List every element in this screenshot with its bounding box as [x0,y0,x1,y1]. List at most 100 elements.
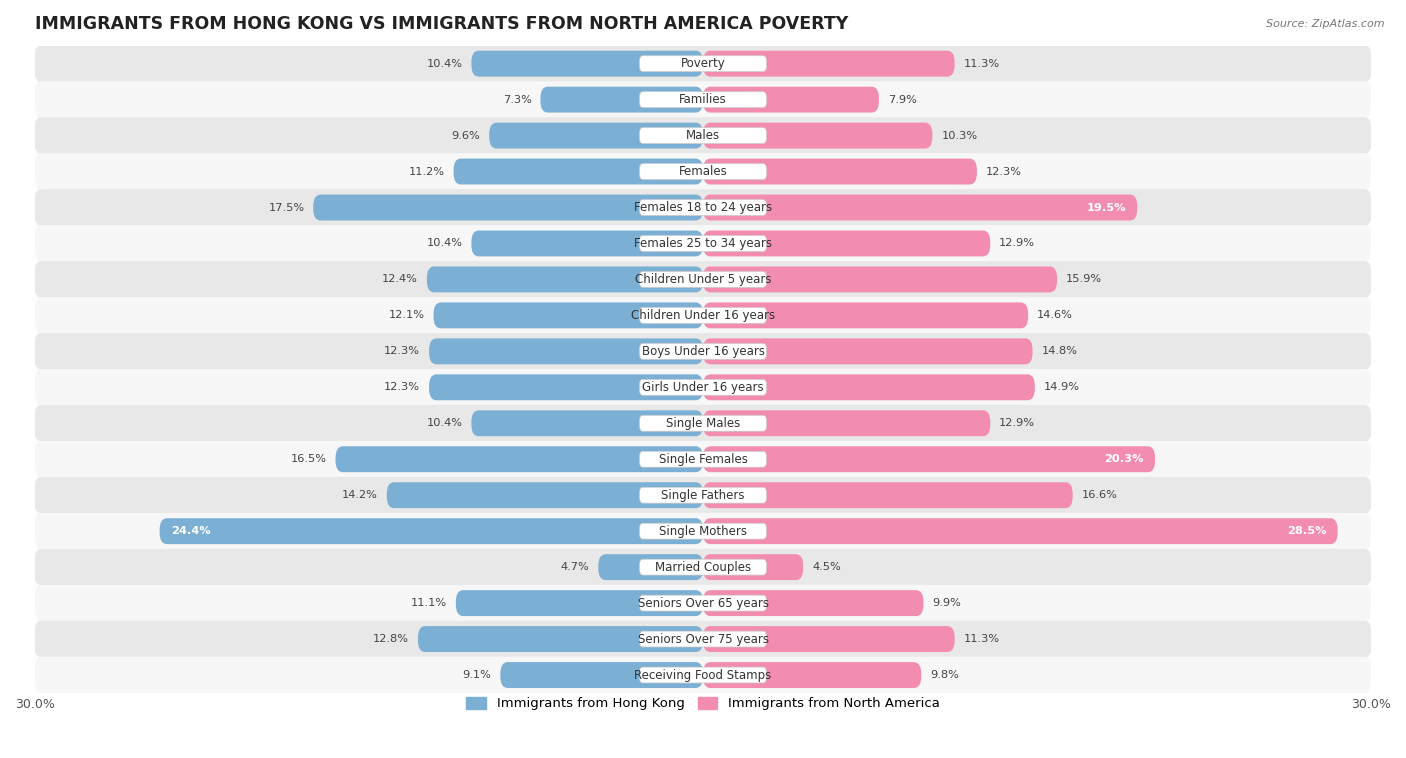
Text: 9.6%: 9.6% [451,130,481,140]
FancyBboxPatch shape [640,343,766,359]
Text: 12.3%: 12.3% [384,346,420,356]
FancyBboxPatch shape [599,554,703,580]
Text: 7.3%: 7.3% [503,95,531,105]
Text: Families: Families [679,93,727,106]
FancyBboxPatch shape [703,662,921,688]
FancyBboxPatch shape [35,297,1371,334]
Text: 7.9%: 7.9% [887,95,917,105]
FancyBboxPatch shape [703,626,955,652]
FancyBboxPatch shape [35,117,1371,154]
FancyBboxPatch shape [35,261,1371,298]
FancyBboxPatch shape [35,477,1371,514]
FancyBboxPatch shape [35,333,1371,370]
FancyBboxPatch shape [703,482,1073,508]
Text: Females: Females [679,165,727,178]
Text: Males: Males [686,129,720,142]
FancyBboxPatch shape [703,158,977,184]
FancyBboxPatch shape [640,199,766,215]
Text: Single Mothers: Single Mothers [659,525,747,537]
FancyBboxPatch shape [703,86,879,112]
FancyBboxPatch shape [501,662,703,688]
FancyBboxPatch shape [429,374,703,400]
FancyBboxPatch shape [640,667,766,683]
FancyBboxPatch shape [703,338,1032,365]
Text: 9.9%: 9.9% [932,598,962,608]
FancyBboxPatch shape [640,559,766,575]
Text: Females 18 to 24 years: Females 18 to 24 years [634,201,772,214]
Text: 12.4%: 12.4% [382,274,418,284]
Text: 14.8%: 14.8% [1042,346,1077,356]
Text: Single Males: Single Males [666,417,740,430]
Text: 10.3%: 10.3% [941,130,977,140]
Text: 12.9%: 12.9% [1000,239,1035,249]
Text: 12.8%: 12.8% [373,634,409,644]
FancyBboxPatch shape [160,518,703,544]
FancyBboxPatch shape [640,631,766,647]
Text: 20.3%: 20.3% [1105,454,1144,464]
Text: 12.9%: 12.9% [1000,418,1035,428]
FancyBboxPatch shape [703,123,932,149]
Text: 4.7%: 4.7% [561,562,589,572]
FancyBboxPatch shape [35,81,1371,118]
FancyBboxPatch shape [640,56,766,71]
Text: 14.2%: 14.2% [342,490,378,500]
FancyBboxPatch shape [427,267,703,293]
FancyBboxPatch shape [35,584,1371,622]
FancyBboxPatch shape [35,549,1371,585]
FancyBboxPatch shape [703,554,803,580]
Text: IMMIGRANTS FROM HONG KONG VS IMMIGRANTS FROM NORTH AMERICA POVERTY: IMMIGRANTS FROM HONG KONG VS IMMIGRANTS … [35,15,848,33]
FancyBboxPatch shape [489,123,703,149]
Text: 10.4%: 10.4% [426,418,463,428]
Text: 10.4%: 10.4% [426,239,463,249]
Text: 4.5%: 4.5% [813,562,841,572]
FancyBboxPatch shape [640,595,766,611]
FancyBboxPatch shape [35,405,1371,442]
FancyBboxPatch shape [640,164,766,180]
FancyBboxPatch shape [640,451,766,467]
FancyBboxPatch shape [703,230,990,256]
FancyBboxPatch shape [336,446,703,472]
Text: 9.1%: 9.1% [463,670,492,680]
FancyBboxPatch shape [35,153,1371,190]
FancyBboxPatch shape [471,51,703,77]
FancyBboxPatch shape [703,446,1156,472]
Text: 12.1%: 12.1% [388,310,425,321]
Text: Receiving Food Stamps: Receiving Food Stamps [634,669,772,681]
FancyBboxPatch shape [429,338,703,365]
FancyBboxPatch shape [640,127,766,143]
FancyBboxPatch shape [35,656,1371,694]
Text: 12.3%: 12.3% [986,167,1022,177]
Text: Married Couples: Married Couples [655,561,751,574]
Legend: Immigrants from Hong Kong, Immigrants from North America: Immigrants from Hong Kong, Immigrants fr… [461,691,945,716]
FancyBboxPatch shape [35,190,1371,226]
FancyBboxPatch shape [640,236,766,252]
Text: 15.9%: 15.9% [1066,274,1102,284]
FancyBboxPatch shape [640,308,766,324]
FancyBboxPatch shape [640,523,766,539]
Text: 11.3%: 11.3% [963,58,1000,69]
FancyBboxPatch shape [35,369,1371,406]
FancyBboxPatch shape [703,302,1028,328]
Text: 11.1%: 11.1% [411,598,447,608]
FancyBboxPatch shape [35,513,1371,550]
FancyBboxPatch shape [703,51,955,77]
Text: Children Under 16 years: Children Under 16 years [631,309,775,322]
Text: 14.6%: 14.6% [1038,310,1073,321]
FancyBboxPatch shape [471,410,703,437]
Text: 9.8%: 9.8% [931,670,959,680]
FancyBboxPatch shape [540,86,703,112]
Text: 10.4%: 10.4% [426,58,463,69]
Text: 24.4%: 24.4% [170,526,211,536]
FancyBboxPatch shape [640,271,766,287]
FancyBboxPatch shape [35,225,1371,262]
Text: Poverty: Poverty [681,57,725,70]
Text: Boys Under 16 years: Boys Under 16 years [641,345,765,358]
FancyBboxPatch shape [703,590,924,616]
Text: 11.3%: 11.3% [963,634,1000,644]
Text: 14.9%: 14.9% [1043,382,1080,393]
FancyBboxPatch shape [454,158,703,184]
FancyBboxPatch shape [433,302,703,328]
FancyBboxPatch shape [35,45,1371,82]
Text: Source: ZipAtlas.com: Source: ZipAtlas.com [1267,19,1385,29]
FancyBboxPatch shape [471,230,703,256]
